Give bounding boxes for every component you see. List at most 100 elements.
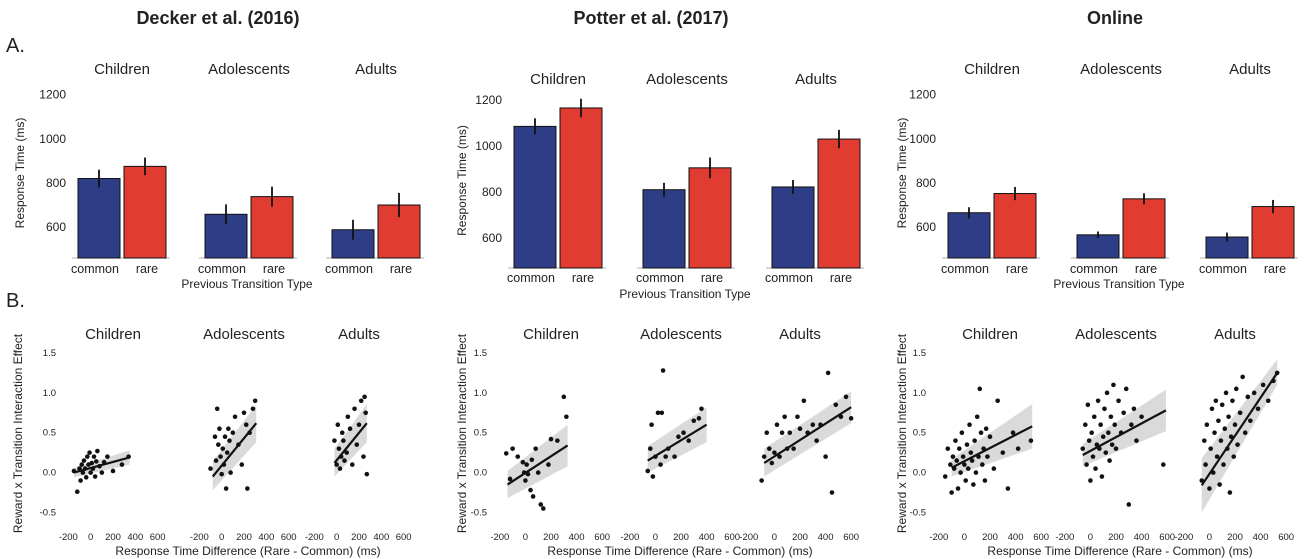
fit-line — [73, 456, 131, 474]
x-tick-label: common — [941, 262, 989, 276]
data-point — [219, 471, 224, 477]
data-point — [691, 418, 697, 424]
x-tick-label: 400 — [127, 532, 143, 543]
group-title: Adults — [1214, 326, 1256, 343]
confidence-band — [73, 450, 130, 478]
data-point — [764, 430, 770, 436]
data-point — [1209, 406, 1215, 412]
group-title: Children — [962, 326, 1018, 343]
data-point — [1139, 414, 1144, 420]
data-point — [965, 466, 971, 471]
group-title: Adults — [795, 71, 837, 88]
data-point — [533, 446, 538, 451]
data-point — [222, 434, 228, 439]
data-point — [950, 454, 956, 459]
data-point — [1099, 474, 1105, 479]
data-point — [523, 478, 528, 483]
data-point — [645, 468, 651, 474]
data-point — [362, 394, 367, 400]
x-tick-label: 200 — [982, 532, 998, 543]
data-point — [546, 462, 551, 467]
data-point — [339, 430, 345, 436]
data-point — [1100, 434, 1106, 439]
y-tick-label: 0.0 — [474, 468, 487, 479]
data-point — [1204, 422, 1210, 428]
data-point — [1102, 406, 1107, 412]
data-point — [1219, 402, 1225, 408]
x-tick-label: common — [1070, 262, 1118, 276]
data-point — [658, 462, 663, 467]
data-point — [243, 422, 249, 428]
data-point — [1116, 398, 1121, 404]
data-point — [250, 406, 256, 412]
data-point — [782, 414, 787, 420]
data-point — [843, 394, 849, 400]
data-point — [823, 454, 828, 459]
data-point — [91, 454, 97, 459]
data-point — [980, 462, 985, 467]
x-tick-label: -200 — [1174, 532, 1193, 543]
data-point — [99, 470, 105, 475]
x-tick-label: 200 — [1227, 532, 1243, 543]
data-point — [1089, 430, 1094, 436]
data-point — [79, 462, 85, 467]
bar-common — [77, 178, 121, 259]
x-tick-label: rare — [830, 271, 852, 285]
data-point — [676, 434, 681, 439]
scatter-chart-1: Reward x Transition Interaction Effect -0… — [455, 326, 859, 558]
data-point — [699, 406, 704, 412]
group-title: Adolescents — [1075, 326, 1157, 343]
group-title: Adolescents — [640, 326, 722, 343]
x-tick-label: 0 — [962, 532, 967, 543]
data-point — [761, 454, 767, 459]
y-tick-label: 600 — [482, 231, 502, 245]
data-point — [1108, 414, 1114, 420]
data-point — [985, 454, 990, 459]
x-tick-label: rare — [1135, 262, 1157, 276]
x-tick-label: -200 — [59, 532, 78, 543]
panel-label-a: A. — [6, 35, 25, 57]
y-tick-label: 600 — [916, 220, 936, 234]
data-point — [83, 475, 89, 480]
data-point — [92, 474, 98, 479]
data-point — [1123, 386, 1129, 392]
data-point — [1103, 450, 1109, 455]
data-point — [241, 410, 247, 416]
y-axis-label: Response Time (ms) — [455, 125, 469, 236]
data-point — [337, 466, 343, 471]
data-point — [344, 450, 350, 455]
x-tick-label: 400 — [1008, 532, 1024, 543]
y-axis-label: Reward x Transition Interaction Effect — [455, 333, 469, 533]
data-point — [358, 398, 364, 404]
data-point — [779, 430, 785, 436]
data-point — [1255, 406, 1261, 412]
data-point — [535, 470, 541, 475]
bar-chart-2: Response Time (ms) 600 800 1000 1200 Children… — [895, 61, 1298, 291]
x-tick-label: -200 — [190, 532, 209, 543]
data-point — [1028, 438, 1034, 443]
data-point — [995, 398, 1000, 404]
bar-rare — [123, 165, 167, 259]
data-point — [561, 394, 567, 400]
data-point — [363, 410, 368, 416]
data-point — [239, 462, 245, 467]
data-point — [942, 474, 948, 479]
data-point — [110, 468, 116, 474]
data-point — [228, 470, 233, 475]
x-tick-label: 600 — [724, 532, 740, 543]
data-point — [1131, 406, 1137, 412]
y-tick-label: 1000 — [475, 139, 502, 153]
data-point — [948, 462, 953, 467]
bar-rare — [993, 193, 1037, 259]
group-title: Children — [94, 61, 150, 78]
x-tick-label: rare — [263, 262, 285, 276]
y-tick-label: 600 — [46, 220, 66, 234]
x-tick-label: common — [71, 262, 119, 276]
x-tick-label: 400 — [258, 532, 274, 543]
data-point — [361, 454, 366, 459]
x-tick-label: 200 — [792, 532, 808, 543]
data-point — [529, 457, 535, 463]
data-point — [87, 450, 92, 455]
data-point — [983, 426, 989, 432]
